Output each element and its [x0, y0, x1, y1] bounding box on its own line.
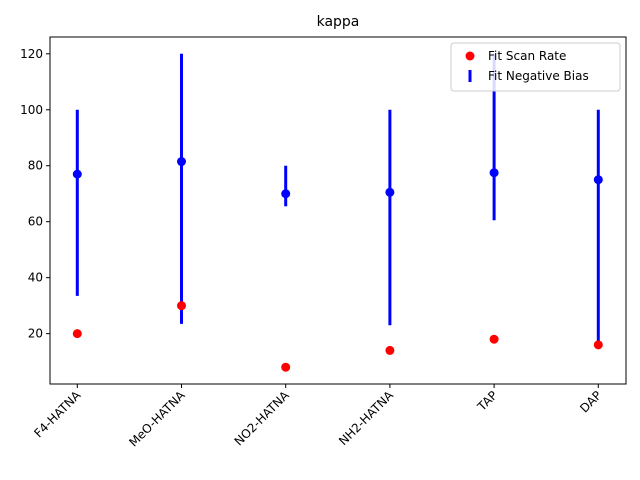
chart-title: kappa — [317, 14, 360, 30]
error-bar-point — [72, 169, 82, 179]
y-tick-label: 60 — [28, 215, 43, 229]
y-tick-label: 20 — [28, 327, 43, 341]
x-tick-label: NH2-HATNA — [336, 388, 397, 449]
legend-marker-scan-rate — [465, 51, 475, 61]
scan-rate-point — [489, 334, 499, 344]
y-tick-label: 120 — [20, 47, 43, 61]
scan-rate-point — [385, 345, 395, 355]
legend: Fit Scan Rate Fit Negative Bias — [450, 42, 621, 92]
x-tick-label: NO2-HATNA — [232, 388, 293, 449]
point-layer — [72, 301, 603, 372]
legend-box — [450, 42, 621, 92]
error-bar-point — [281, 189, 291, 199]
scan-rate-point — [593, 340, 603, 350]
error-bar-layer — [72, 53, 603, 350]
scan-rate-point — [177, 301, 186, 311]
y-tick-label: 80 — [28, 159, 43, 173]
error-bar-point — [385, 187, 395, 197]
plot-frame — [49, 36, 627, 385]
x-tick-label: F4-HATNA — [31, 388, 84, 441]
y-tick-label: 40 — [28, 271, 43, 285]
scan-rate-point — [72, 329, 82, 339]
x-tick-label: DAP — [577, 388, 604, 415]
legend-label-negative-bias: Fit Negative Bias — [488, 69, 589, 83]
error-bar-point — [489, 168, 499, 178]
error-bar-point — [593, 175, 603, 185]
y-axis: 20 40 60 80 100 120 — [20, 47, 50, 341]
scan-rate-point — [281, 362, 291, 372]
error-bar-point — [177, 157, 186, 167]
legend-label-scan-rate: Fit Scan Rate — [488, 49, 566, 63]
y-tick-label: 100 — [20, 103, 43, 117]
x-tick-label: TAP — [474, 388, 500, 414]
x-tick-label: MeO-HATNA — [126, 388, 188, 450]
x-axis: F4-HATNA MeO-HATNA NO2-HATNA NH2-HATNA TAP DA… — [31, 384, 604, 450]
